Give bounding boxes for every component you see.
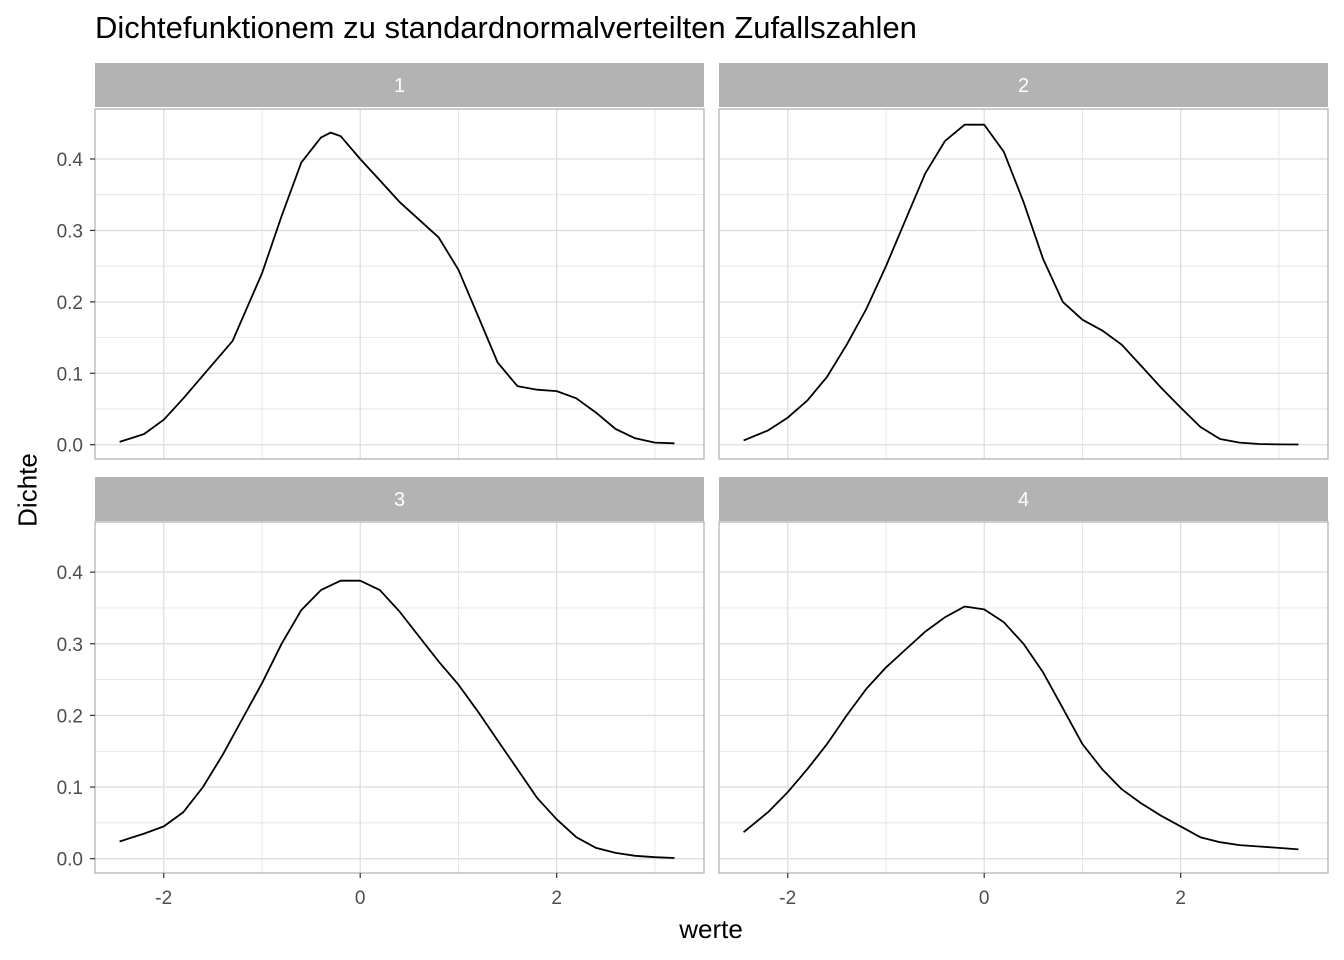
- y-tick-label: 0.0: [57, 850, 83, 871]
- y-tick-label: 0.4: [57, 563, 84, 584]
- facet-strip-label: 4: [1018, 489, 1029, 511]
- facet-strip: [95, 477, 704, 521]
- panel-border: [718, 108, 1329, 460]
- x-tick-label: 2: [551, 888, 562, 909]
- panel-border: [94, 521, 705, 874]
- facet-strip: [719, 63, 1328, 107]
- y-tick-label: 0.4: [57, 150, 84, 171]
- density-line-panel-1: [119, 131, 675, 445]
- y-tick-label: 0.2: [57, 293, 83, 314]
- facet-strip-label: 3: [394, 489, 405, 511]
- x-tick-label: -2: [779, 888, 796, 909]
- chart-title: Dichtefunktionem zu standardnormalvertei…: [95, 10, 917, 45]
- panel-border: [94, 108, 705, 460]
- y-tick-label: 0.2: [57, 706, 83, 727]
- x-tick-label: 0: [355, 888, 366, 909]
- x-tick-label: 0: [979, 888, 990, 909]
- density-line-panel-4: [743, 605, 1299, 851]
- panel-border: [718, 521, 1329, 874]
- y-tick-label: 0.3: [57, 221, 83, 242]
- density-line-panel-3: [119, 579, 675, 859]
- x-tick-label: -2: [155, 888, 172, 909]
- y-tick-label: 0.1: [57, 364, 83, 385]
- x-axis-label: werte: [679, 914, 743, 944]
- y-tick-label: 0.1: [57, 778, 83, 799]
- y-tick-label: 0.0: [57, 436, 83, 457]
- facet-strip: [95, 63, 704, 107]
- facet-strip: [719, 477, 1328, 521]
- x-tick-label: 2: [1175, 888, 1186, 909]
- facet-strip-label: 2: [1018, 75, 1029, 97]
- facet-strip-label: 1: [394, 75, 405, 97]
- density-line-panel-2: [743, 123, 1299, 446]
- y-tick-label: 0.3: [57, 635, 83, 656]
